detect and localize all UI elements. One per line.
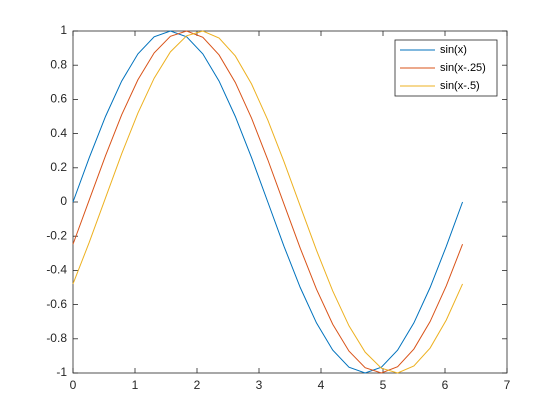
x-tick-label: 0 <box>70 378 77 392</box>
y-tick-label: 0.2 <box>50 160 67 174</box>
series-line <box>72 30 464 374</box>
legend-label: sin(x) <box>440 44 467 56</box>
series-line <box>72 30 464 374</box>
legend: sin(x) sin(x-.25) sin(x-.5) <box>394 39 498 97</box>
y-tick-label: -0.2 <box>46 228 67 242</box>
x-tick-label: 4 <box>318 378 325 392</box>
x-tick-label: 6 <box>442 378 449 392</box>
y-tick-label: 0.4 <box>50 126 67 140</box>
x-tick-label: 5 <box>380 378 387 392</box>
y-tick-label: 1 <box>60 23 67 37</box>
x-tick-label: 3 <box>256 378 263 392</box>
y-tick-label: -0.4 <box>46 263 67 277</box>
y-tick-label: 0 <box>60 194 67 208</box>
x-tick-label: 1 <box>132 378 139 392</box>
y-tick-label: 0.8 <box>50 57 67 71</box>
legend-label: sin(x-.5) <box>440 80 480 92</box>
x-tick-label: 2 <box>194 378 201 392</box>
series-line <box>72 30 464 374</box>
x-tick-label: 7 <box>504 378 511 392</box>
legend-label: sin(x-.25) <box>440 62 486 74</box>
y-tick-label: 0.6 <box>50 92 67 106</box>
y-tick-label: -0.6 <box>46 297 67 311</box>
y-tick-label: -1 <box>56 365 67 379</box>
y-tick-label: -0.8 <box>46 331 67 345</box>
